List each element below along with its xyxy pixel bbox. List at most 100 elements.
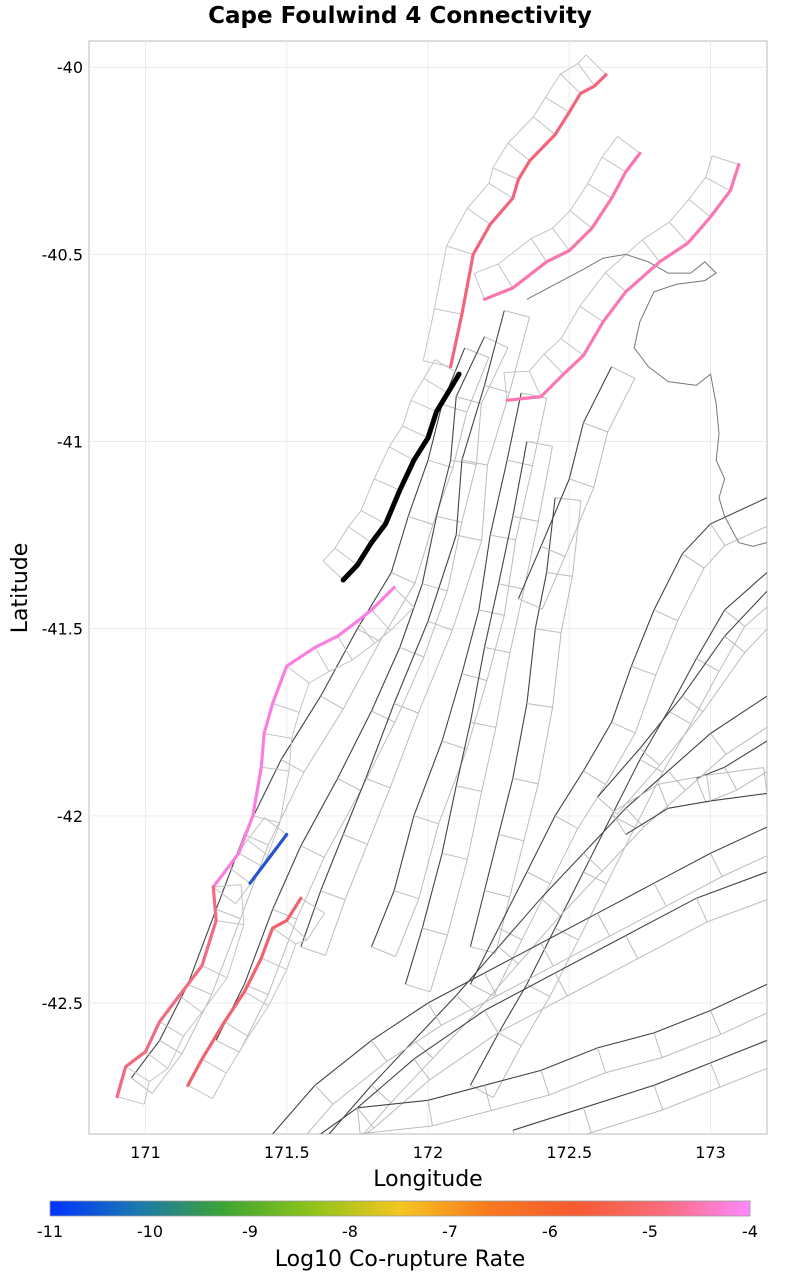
fault-surface-segment (187, 983, 212, 996)
fault-surface-segment (518, 598, 543, 610)
colorbar-tick-label: -11 (37, 1222, 63, 1241)
fault-surface-segment (413, 1040, 434, 1059)
fault-surface-edge (611, 767, 764, 813)
fault-surface-segment (264, 733, 292, 739)
fault-surface-segment (639, 759, 664, 773)
y-tick-label: -41.5 (42, 620, 83, 639)
fault-surface-segment (540, 942, 554, 967)
fault-surface-segment (582, 1107, 592, 1133)
fault-surface-segment (261, 766, 290, 772)
fault-surface-segment (631, 665, 656, 676)
fault-trace (469, 497, 556, 947)
fault-surface-segment (695, 778, 707, 803)
fault-surface-segment (484, 890, 510, 898)
fault-surface-segment (484, 646, 511, 654)
fault-surface-segment (766, 984, 767, 986)
x-tick-label: 171 (130, 1143, 161, 1162)
fault-surface-segment (371, 1040, 388, 1062)
fault-surface-segment (314, 1084, 334, 1105)
fault-section-rate-line (186, 896, 303, 1087)
fault-surface-segment (272, 927, 297, 945)
fault-surface-segment (710, 523, 726, 546)
fault-surface-edge (474, 136, 618, 274)
fault-surface-segment (540, 1070, 550, 1096)
x-axis-ticks: 171 171.5 172 172.5 173 (130, 1143, 726, 1162)
fault-surface-segment (391, 572, 416, 584)
fault-surface-edge (324, 316, 530, 956)
colorbar-tick-label: -6 (542, 1222, 558, 1241)
fault-surface-segment (441, 403, 467, 413)
fault-surface-segment (526, 441, 553, 447)
fault-surface-segment (506, 459, 533, 467)
fault-surface-segment (724, 609, 746, 627)
fault-surface-segment (766, 696, 767, 698)
fault-surface-segment (579, 305, 604, 323)
fault-surface-segment (343, 834, 368, 845)
y-axis-ticks: -40 -40.5 -41 -41.5 -42 -42.5 (42, 58, 83, 1013)
fault-surface-segment (456, 534, 482, 541)
fault-surface-segment (212, 886, 236, 905)
fault-surface-segment (422, 927, 448, 936)
fault-surface-segment (427, 1100, 433, 1126)
fault-surface-segment (546, 572, 573, 577)
fault-surface-segment (653, 1085, 664, 1111)
fault-surface-segment (492, 167, 519, 180)
fault-surface-segment (371, 710, 396, 723)
fault-surface-segment (488, 182, 514, 199)
fault-surface-segment (410, 399, 437, 413)
fault-surface-segment (337, 777, 361, 791)
fault-surface-segment (545, 96, 570, 113)
fault-surface-segment (611, 366, 636, 379)
x-tick-label: 171.5 (264, 1143, 310, 1162)
fault-surface-segment (507, 142, 531, 162)
fault-surface-segment (300, 897, 325, 914)
fault-surface-segment (710, 1010, 722, 1035)
coastline-path (526, 253, 767, 547)
fault-surface-segment (329, 1133, 330, 1134)
fault-surface-segment (533, 116, 556, 135)
fault-surface-segment (357, 620, 375, 644)
fault-surface-edge (495, 500, 582, 954)
fault-surface-segment (766, 1040, 767, 1042)
fault-surface-segment (300, 845, 325, 858)
x-tick-label: 173 (695, 1143, 726, 1162)
fault-surface-segment (422, 583, 448, 592)
fault-surface-segment (470, 946, 496, 954)
fault-surface-segment (504, 310, 530, 318)
fault-surface-segment (322, 560, 344, 581)
fault-surface-segment (280, 759, 305, 773)
fault-surface-segment (526, 703, 553, 708)
fault-surface-segment (682, 553, 705, 569)
x-tick-label: 172 (413, 1143, 444, 1162)
fault-surface-segment (434, 359, 460, 375)
fault-surface-segment (577, 63, 596, 87)
fault-surface-segment (413, 815, 439, 825)
fault-surface-segment (272, 908, 297, 920)
fault-surface-segment (540, 897, 561, 916)
fault-surface-segment (724, 766, 738, 791)
fault-trace (300, 310, 505, 947)
fault-surface-segment (456, 396, 482, 404)
fault-surface-segment (159, 1039, 183, 1055)
fault-surface-segment (272, 703, 300, 713)
fault-surface-segment (601, 156, 626, 173)
fault-surface-segment (215, 908, 241, 920)
fault-surface-segment (484, 972, 498, 997)
fault-surface-segment (300, 946, 326, 956)
fault-section-rate-line (505, 162, 741, 402)
fault-surface-segment (605, 272, 627, 293)
y-tick-label: -40.5 (42, 245, 83, 264)
fault-surface-segment (763, 767, 767, 794)
fault-surface-segment (543, 353, 564, 375)
fault-surface-segment (587, 183, 612, 199)
fault-surface-segment (490, 534, 516, 541)
fault-section-rate-line (211, 585, 396, 889)
source-section-line (340, 371, 462, 583)
y-tick-label: -41 (57, 433, 83, 452)
fault-surface-segment (393, 587, 415, 608)
fault-surface-edge (322, 359, 436, 562)
fault-trace (215, 336, 485, 1041)
fault-surface-segment (669, 221, 689, 244)
fault-surface-segment (215, 1039, 240, 1053)
fault-surface-segment (695, 897, 708, 923)
